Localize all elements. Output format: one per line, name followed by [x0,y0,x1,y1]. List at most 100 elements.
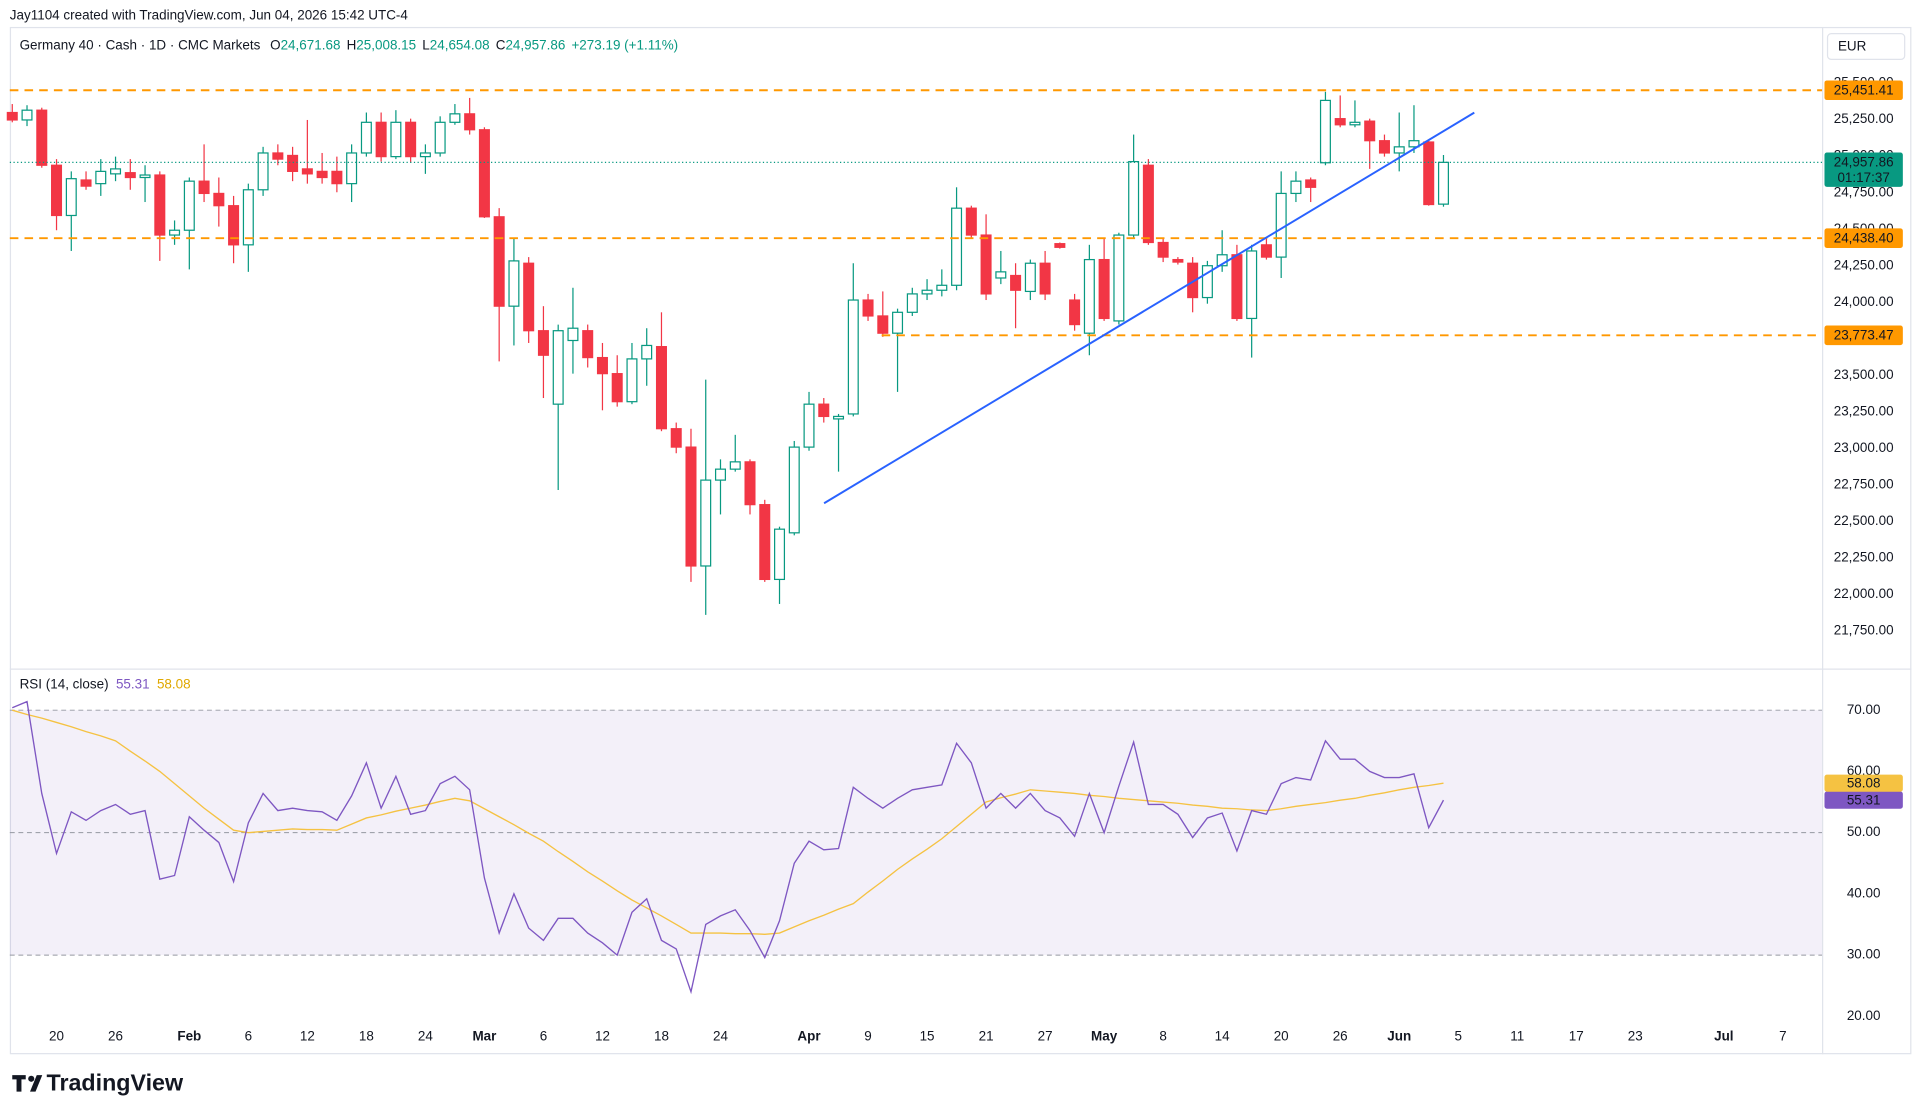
candle-body [1334,118,1346,126]
candle-body [611,373,623,403]
candle-body [1393,146,1405,154]
candle-body [169,229,181,236]
ohlc-key: L [422,37,430,52]
y-tick-label: 25,250.00 [1834,111,1894,126]
x-tick-label: Jun [1387,1029,1411,1044]
candle-body [257,152,269,191]
candle-body [434,121,446,154]
candle-body [1260,244,1272,258]
candle-body [316,170,328,179]
x-tick-label: Apr [797,1029,821,1044]
ohlc-key: O [270,37,280,52]
candle-body [1172,258,1184,263]
candle-body [508,260,520,307]
candle-body [523,262,535,332]
candle-body [655,346,667,430]
x-tick-label: 21 [979,1029,994,1044]
candle-body [478,129,490,218]
x-tick-label: 20 [1274,1029,1289,1044]
candle-body [729,461,741,470]
candle-body [1024,262,1036,293]
x-tick-label: 5 [1454,1029,1461,1044]
candle-body [1039,262,1051,295]
candle-body [419,152,431,158]
rsi-tag [1824,791,1903,809]
candle-body [1157,241,1169,258]
logo-shape [30,1075,43,1092]
price-line-label: 24,438.40 [1834,230,1894,245]
candle-body [110,168,122,175]
brand: TradingView [47,1069,184,1095]
x-tick-label: Jul [1714,1029,1733,1044]
candle-body [641,344,653,360]
candle-body [139,174,151,179]
last-price-label: 24,957.86 [1834,155,1894,170]
y-tick-label: 60.00 [1847,763,1881,778]
candle-body [272,152,284,160]
candle-body [596,356,608,375]
candle-body [154,174,166,236]
y-tick-label: 30.00 [1847,947,1881,962]
candle-body [1349,121,1361,126]
last-price-tag [1824,152,1903,187]
x-tick-label: 27 [1038,1029,1053,1044]
x-tick-label: 20 [49,1029,64,1044]
x-tick-label: 12 [300,1029,315,1044]
y-tick-label: 20.00 [1847,1008,1881,1023]
y-tick-label: 40.00 [1847,885,1881,900]
candle-body [626,358,638,403]
candle-body [1010,274,1022,291]
y-tick-label: 24,750.00 [1834,184,1894,199]
candle-body [1423,141,1435,206]
candle-body [951,207,963,286]
x-tick-label: May [1091,1029,1118,1044]
candle-body [744,461,756,506]
x-tick-label: 8 [1159,1029,1166,1044]
candle-body [788,446,800,534]
y-tick-label: 24,250.00 [1834,257,1894,272]
x-tick-label: 23 [1628,1029,1643,1044]
candle-body [464,113,476,131]
x-tick-label: 15 [920,1029,935,1044]
x-tick-label: 6 [540,1029,547,1044]
candle-body [774,528,786,581]
candle-body [183,180,195,231]
x-tick-label: 26 [1333,1029,1348,1044]
logo-shape [28,1075,35,1082]
currency-box[interactable] [1826,33,1906,60]
price-pane [6,89,1823,615]
currency[interactable]: EUR [1838,39,1867,54]
tag-layer: 55.31 58.08 25,451.41 24,438.40 23,773.47 24,… [1824,80,1903,809]
candle-body [124,172,136,179]
candle-body [242,189,254,246]
rsi-title: RSI (14, close) [20,676,109,691]
candle-body [582,330,594,359]
candle-body [449,113,461,123]
candle-body [862,299,874,317]
candle-body [936,284,948,291]
x-tick-label: 11 [1510,1029,1524,1044]
y-tick-label: 23,250.00 [1834,403,1894,418]
rsi-ma-value: 58.08 [157,676,191,691]
x-tick-label: 24 [418,1029,433,1044]
candle-body [1246,250,1258,320]
candle-body [1113,234,1125,322]
candle-body [360,121,372,154]
y-tick-label: 22,000.00 [1834,586,1894,601]
candle-body [346,152,358,185]
y-tick-label: 24,000.00 [1834,294,1894,309]
chart-frame [9,26,1912,1055]
candle-body [95,170,107,185]
x-tick-label: 9 [864,1029,871,1044]
candle-body [892,311,904,334]
symbol: Germany 40 · Cash · 1D · CMC Markets [20,37,261,52]
symbol-legend: Germany 40 · Cash · 1D · CMC Markets O24,… [20,37,679,52]
y-tick-label: 23,500.00 [1834,367,1894,382]
candle-body [1437,161,1449,205]
rsi-tag-label: 55.31 [1847,792,1881,807]
candle-body [287,154,299,172]
candle-body [36,109,48,166]
candle-body [1305,179,1317,188]
